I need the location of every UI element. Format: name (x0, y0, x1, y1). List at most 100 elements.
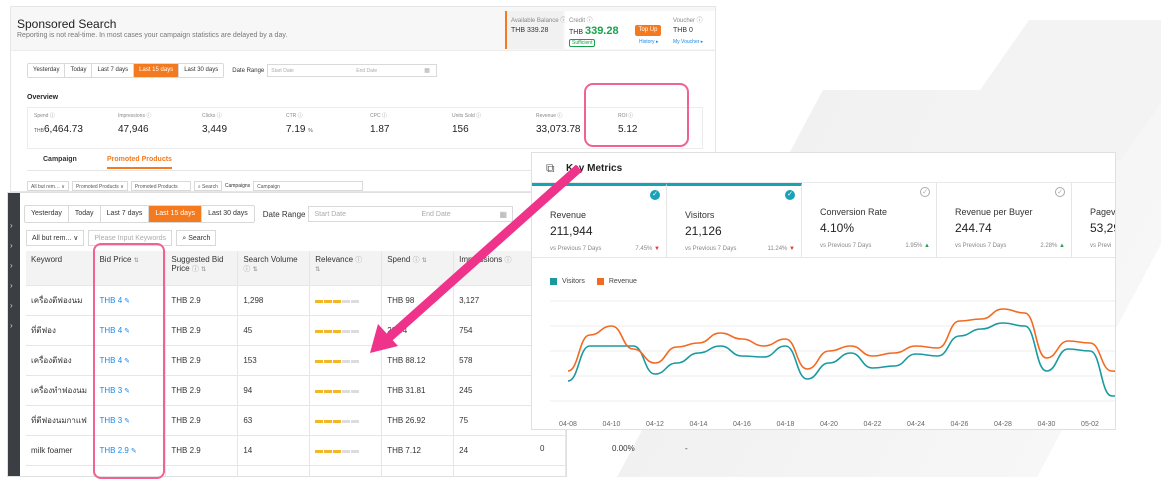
bid-price-cell[interactable]: THB 2.9 ✎ (93, 435, 167, 466)
stat-ctr[interactable]: CTR ⓘ 7.19 % (286, 112, 313, 135)
date-range-label: Date Range (232, 67, 265, 74)
key-metrics-panel: ⧉ Key Metrics ✓ Revenue 211,944 vs Previous… (531, 152, 1116, 430)
edit-icon[interactable]: ✎ (124, 387, 131, 395)
trend-line-chart: 04-08 04-10 04-12 04-14 04-16 04-18 04-20 04-22… (550, 300, 1115, 428)
chevron-right-icon[interactable]: › (10, 241, 13, 250)
chevron-right-icon[interactable]: › (10, 281, 13, 290)
metric-compare: vs Previous 7 Days (820, 243, 872, 249)
check-icon[interactable]: ✓ (785, 190, 795, 200)
metric-card-visitors[interactable]: ✓ Visitors 21,126 vs Previous 7 Days 11.24% … (667, 183, 802, 258)
date-preset-today[interactable]: Today (65, 64, 93, 77)
campaign-select[interactable]: Campaign (253, 181, 364, 191)
edit-icon[interactable]: ✎ (124, 357, 131, 365)
relevance-cell (309, 375, 383, 406)
date-preset-last-15[interactable]: Last 15 days (134, 64, 180, 77)
campaigns-label: Campaigns (224, 183, 251, 189)
stat-units-sold[interactable]: Units Sold ⓘ 156 (452, 112, 481, 135)
col-keyword[interactable]: Keyword (26, 251, 95, 286)
bid-price-cell[interactable]: THB 4 ✎ (93, 315, 167, 346)
edit-icon[interactable]: ✎ (124, 327, 131, 335)
x-tick-label: 04-12 (646, 421, 664, 428)
metric-delta: 11.24% ▼ (767, 246, 795, 252)
voucher-value: THB 0 (673, 27, 693, 34)
bid-price-cell[interactable]: THB 3✎ (93, 405, 167, 436)
overview-stats: Spend ⓘ THB6,464.73 Impressions ⓘ 47,946… (27, 107, 703, 149)
stat-roi[interactable]: ROI ⓘ 5.12 (618, 112, 637, 135)
status-select[interactable]: All but rem… ∨ (27, 181, 69, 191)
tab-campaign[interactable]: Campaign (43, 156, 77, 163)
stat-impressions[interactable]: Impressions ⓘ 47,946 (118, 112, 151, 135)
date-preset-last-7[interactable]: Last 7 days (92, 64, 135, 77)
available-balance-value: THB 339.28 (511, 27, 549, 34)
search-volume-cell: 63 (237, 405, 311, 436)
search-volume-cell: 5 (237, 465, 311, 476)
metric-card-conversion-rate[interactable]: ✓ Conversion Rate 4.10% vs Previous 7 Days 1… (802, 183, 937, 258)
edit-icon[interactable]: ✎ (124, 417, 131, 425)
date-preset-yesterday[interactable]: Yesterday (25, 206, 69, 222)
search-button[interactable]: ⌕ Search (193, 181, 222, 191)
extra-dash: - (685, 444, 688, 453)
date-preset-last-15[interactable]: Last 15 days (149, 206, 203, 222)
edit-icon[interactable]: ✎ (124, 297, 131, 305)
credit-label: Credit ⓘ (569, 18, 593, 24)
bid-price-highlight-annotation (93, 243, 165, 479)
campaign-tabs: Campaign Promoted Products (27, 151, 703, 171)
chevron-right-icon[interactable]: › (10, 261, 13, 270)
col-relevance[interactable]: Relevance ⓘ ⇅ (309, 251, 383, 286)
x-tick-label: 04-28 (994, 421, 1012, 428)
bid-price-cell[interactable]: THB 3✎ (93, 465, 167, 476)
check-icon[interactable]: ✓ (650, 190, 660, 200)
tab-promoted-products[interactable]: Promoted Products (107, 156, 172, 169)
stat-spend[interactable]: Spend ⓘ THB6,464.73 (34, 112, 83, 135)
legend-item-visitors[interactable]: Visitors (550, 278, 585, 285)
status-select[interactable]: All but rem... ∨ (26, 230, 85, 246)
bid-price-cell[interactable]: THB 4 ✎ (93, 345, 167, 376)
date-preset-today[interactable]: Today (68, 206, 101, 222)
date-preset-last-7[interactable]: Last 7 days (100, 206, 150, 222)
spend-cell: THB 26.92 (381, 405, 455, 436)
promoted-filter-bar: All but rem… ∨ Promoted Products ∨ Promo… (27, 179, 364, 191)
promoted-search-input[interactable]: Promoted Products (130, 181, 191, 191)
chevron-right-icon[interactable]: › (10, 221, 13, 230)
edit-icon[interactable]: ✎ (130, 447, 137, 455)
stat-label: Revenue ⓘ (536, 113, 563, 119)
bid-price-cell[interactable]: THB 3✎ (93, 375, 167, 406)
credit-status-badge: Sufficient (569, 39, 596, 47)
col-bid-price[interactable]: Bid Price ⇅ (93, 251, 167, 286)
stat-cpc[interactable]: CPC ⓘ 1.87 (370, 112, 389, 135)
check-icon[interactable]: ✓ (920, 187, 930, 197)
stat-value: 3,449 (202, 124, 228, 135)
topup-button[interactable]: Top Up (635, 25, 661, 36)
stat-revenue[interactable]: Revenue ⓘ 33,073.78 (536, 112, 581, 135)
metric-label: Pagev (1090, 207, 1116, 217)
keyword-search-input[interactable]: Please Input Keywords (88, 230, 173, 246)
col-suggested-bid[interactable]: Suggested Bid Price ⓘ ⇅ (165, 251, 239, 286)
date-range-input[interactable]: Start Date End Date ▦ (267, 64, 438, 77)
voucher-box: Voucher ⓘ THB 0 My Voucher ▸ (671, 11, 715, 49)
metric-label: Conversion Rate (820, 207, 888, 217)
relevance-cell (309, 435, 383, 466)
stat-clicks[interactable]: Clicks ⓘ 3,449 (202, 112, 227, 135)
date-preset-yesterday[interactable]: Yesterday (28, 64, 66, 77)
chevron-right-icon[interactable]: › (10, 321, 13, 330)
metric-compare: vs Previ (1090, 243, 1112, 249)
col-search-volume[interactable]: Search Volume ⓘ ⇅ (237, 251, 311, 286)
chevron-right-icon[interactable]: › (10, 301, 13, 310)
metric-card-revenue[interactable]: ✓ Revenue 211,944 vs Previous 7 Days 7.45% ▼ (532, 183, 667, 258)
search-button[interactable]: ⌕ Search (176, 230, 217, 246)
metric-label: Visitors (685, 210, 715, 220)
bid-price-cell[interactable]: THB 4 ✎ (93, 285, 167, 316)
date-preset-last-30[interactable]: Last 30 days (179, 64, 224, 77)
date-preset-last-30[interactable]: Last 30 days (202, 206, 254, 222)
side-rail: › › › › › › (8, 193, 20, 476)
date-range-input[interactable]: Start Date End Date ▦ (308, 206, 514, 222)
type-select[interactable]: Promoted Products ∨ (71, 181, 128, 191)
check-icon[interactable]: ✓ (1055, 187, 1065, 197)
history-link[interactable]: History ▸ (639, 39, 659, 45)
relevance-bar (315, 449, 360, 453)
col-spend[interactable]: Spend ⓘ ⇅ (381, 251, 455, 286)
legend-item-revenue[interactable]: Revenue (596, 278, 637, 285)
my-voucher-link[interactable]: My Voucher ▸ (673, 39, 704, 45)
metric-card-revenue-per-buyer[interactable]: ✓ Revenue per Buyer 244.74 vs Previous 7 Da… (937, 183, 1072, 258)
